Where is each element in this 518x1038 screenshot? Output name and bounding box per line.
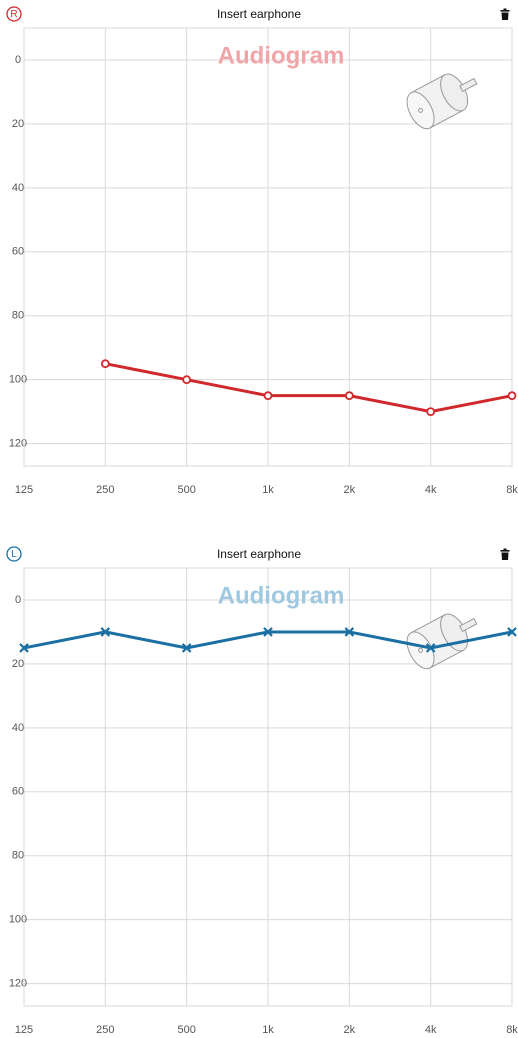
ear-badge: [6, 6, 22, 22]
threshold-marker: [344, 391, 354, 401]
threshold-marker: [19, 643, 29, 653]
y-tick-label: 60: [12, 246, 24, 258]
x-tick-label: 1k: [262, 484, 274, 496]
earphone-hole: [418, 107, 424, 113]
trash-body: [501, 552, 509, 560]
earphone-icon: [406, 73, 478, 130]
trash-lid: [500, 10, 510, 12]
earphone-face: [406, 631, 435, 670]
threshold-marker: [100, 627, 111, 637]
x-tick-label: 2k: [344, 484, 356, 496]
threshold-marker: [181, 643, 192, 653]
earphone-face: [406, 91, 435, 130]
earphone-icon: [406, 613, 478, 670]
earphone-stem: [459, 77, 478, 93]
x-tick-label: 2k: [344, 1024, 356, 1036]
threshold-marker: [507, 391, 517, 401]
threshold-marker: [182, 375, 192, 385]
y-tick-label: 120: [9, 438, 27, 450]
threshold-line: [105, 362, 513, 414]
y-tick-label: 100: [9, 914, 27, 926]
chart-title: Insert earphone: [217, 547, 301, 561]
trash-handle: [503, 8, 507, 10]
trash-body: [501, 12, 509, 20]
threshold-marker: [425, 643, 436, 653]
threshold-marker: [263, 627, 273, 637]
y-tick-label: 80: [12, 310, 24, 322]
x-tick-label: 500: [177, 1024, 195, 1036]
watermark: Audiogram: [218, 42, 345, 69]
y-tick-label: 40: [12, 182, 24, 194]
threshold-marker: [426, 407, 436, 417]
trash-handle: [503, 548, 507, 550]
trash-lid: [500, 550, 510, 552]
threshold-marker: [263, 391, 273, 401]
ear-badge: [6, 546, 22, 562]
y-tick-label: 20: [12, 118, 24, 130]
y-tick-label: 100: [9, 374, 27, 386]
y-tick-label: 120: [9, 978, 27, 990]
y-tick-label: 20: [12, 658, 24, 670]
ear-label: R: [10, 9, 17, 20]
watermark: Audiogram: [218, 582, 345, 609]
threshold-marker: [100, 359, 110, 369]
x-tick-label: 250: [96, 1024, 114, 1036]
y-tick-label: 80: [12, 850, 24, 862]
x-tick-label: 8k: [506, 1024, 518, 1036]
x-tick-label: 125: [15, 484, 33, 496]
ear-label: L: [11, 549, 17, 560]
y-tick-label: 0: [15, 54, 21, 66]
earphone-hole: [418, 647, 424, 653]
chart-title: Insert earphone: [217, 7, 301, 21]
threshold-marker: [344, 627, 355, 637]
y-tick-label: 60: [12, 786, 24, 798]
y-tick-label: 40: [12, 722, 24, 734]
y-tick-label: 0: [15, 594, 21, 606]
earphone-stem: [459, 617, 478, 633]
x-tick-label: 500: [177, 484, 195, 496]
delete-button[interactable]: [500, 8, 510, 21]
delete-button[interactable]: [500, 548, 510, 561]
x-tick-label: 4k: [425, 1024, 437, 1036]
x-tick-label: 4k: [425, 484, 437, 496]
x-tick-label: 125: [15, 1024, 33, 1036]
x-tick-label: 8k: [506, 484, 518, 496]
threshold-marker: [507, 627, 517, 637]
x-tick-label: 1k: [262, 1024, 274, 1036]
x-tick-label: 250: [96, 484, 114, 496]
